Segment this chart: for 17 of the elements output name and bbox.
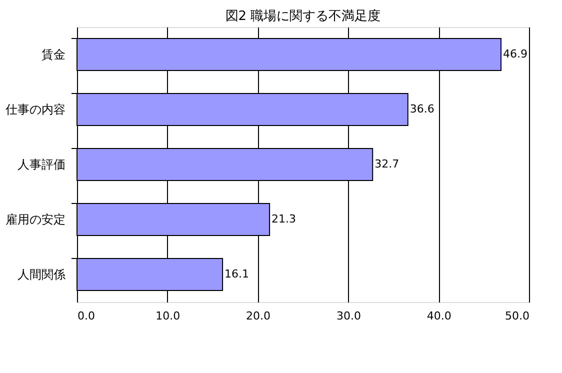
x-tick-label: 20.0 — [246, 310, 271, 322]
y-tick-label: 人事評価 — [18, 158, 66, 172]
chart-title: 図2 職場に関する不満足度 — [225, 8, 381, 24]
data-label: 46.9 — [502, 48, 528, 60]
y-tick-label: 人間関係 — [18, 268, 66, 282]
data-label: 32.7 — [374, 158, 400, 170]
y-tick-label: 雇用の安定 — [6, 212, 66, 226]
y-tick-label: 賃金 — [42, 48, 66, 62]
y-tick-label: 仕事の内容 — [4, 102, 66, 116]
x-tick-label: 50.0 — [505, 310, 530, 322]
data-label: 21.3 — [272, 212, 296, 226]
x-tick-label: 0.0 — [78, 310, 95, 322]
data-label: 36.6 — [410, 102, 434, 116]
data-label: 16.1 — [224, 268, 250, 280]
x-tick-label: 10.0 — [156, 310, 180, 322]
x-tick-label: 40.0 — [426, 310, 452, 322]
x-tick-label: 30.0 — [336, 310, 361, 322]
